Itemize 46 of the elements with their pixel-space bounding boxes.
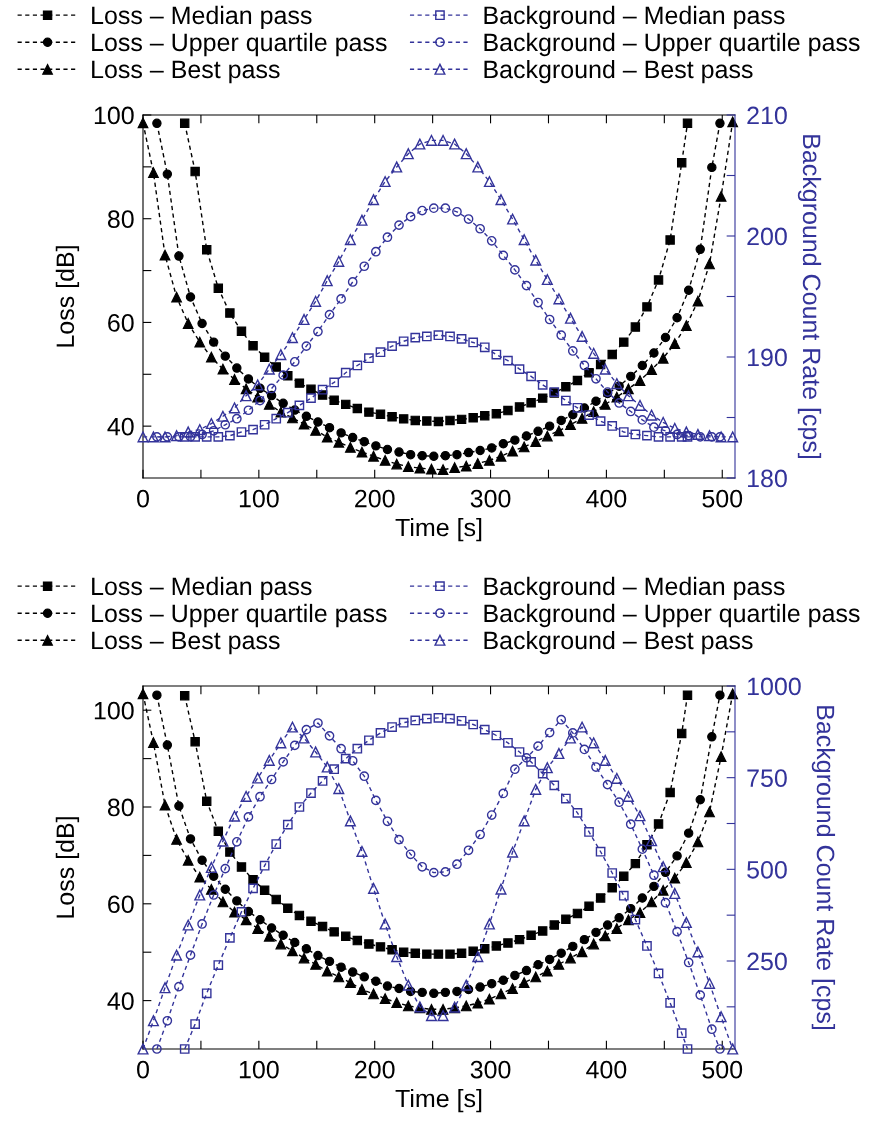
y-tick-label: 100 (94, 106, 134, 125)
legend-label: Background – Median pass (484, 5, 785, 30)
y-axis-title: Loss [dB] (55, 246, 80, 347)
y2-axis-title: Background Count Rate [cps] (797, 135, 822, 459)
y-tick-label: 40 (107, 992, 134, 1010)
legend-label: Loss – Best pass (92, 60, 280, 84)
x-tick-label: 200 (355, 1060, 395, 1079)
y-axis-title: Loss [dB] (55, 817, 80, 918)
y2-tick-label: 250 (747, 952, 787, 971)
y-tick-label: 60 (108, 314, 134, 332)
legend-label: Background – Median pass (484, 576, 785, 601)
legend-label: Loss – Median pass (92, 576, 312, 601)
y-tick-label: 80 (107, 210, 134, 229)
x-tick-label: 300 (470, 1060, 511, 1079)
y2-tick-label: 180 (748, 469, 787, 488)
y2-tick-label: 200 (747, 227, 787, 246)
x-tick-label: 400 (586, 489, 627, 508)
x-tick-label: 400 (586, 1060, 627, 1079)
x-tick-label: 100 (239, 1060, 279, 1079)
legend-label: Loss – Upper quartile pass (92, 32, 387, 57)
legend-label: Background – Upper quartile pass (484, 603, 860, 628)
legend-label: Background – Upper quartile pass (484, 32, 860, 57)
legend-label: Loss – Median pass (92, 5, 312, 30)
y2-tick-label: 750 (747, 769, 787, 787)
x-tick-label: 200 (355, 489, 395, 508)
y2-tick-label: 500 (747, 860, 787, 879)
x-tick-label: 500 (702, 489, 743, 508)
y2-tick-label: 190 (748, 348, 787, 367)
x-tick-label: 500 (702, 1060, 743, 1079)
x-tick-label: 0 (137, 489, 149, 508)
y-tick-label: 80 (107, 798, 134, 817)
y-tick-label: 100 (94, 701, 134, 720)
x-tick-label: 300 (470, 489, 511, 508)
x-tick-label: 0 (137, 1060, 149, 1079)
x-axis-title: Time [s] (395, 517, 482, 542)
x-tick-label: 100 (239, 489, 279, 508)
legend-label: Loss – Best pass (92, 631, 280, 655)
y2-tick-label: 210 (747, 106, 787, 125)
legend-label: Loss – Upper quartile pass (92, 603, 387, 628)
y-tick-label: 60 (108, 895, 134, 914)
legend-label: Background – Best pass (484, 59, 753, 84)
x-axis-title: Time [s] (395, 1088, 482, 1113)
y2-tick-label: 1000 (748, 677, 801, 696)
y-tick-label: 40 (107, 417, 134, 436)
y2-axis-title: Background Count Rate [cps] (811, 706, 836, 1030)
legend-label: Background – Best pass (484, 630, 753, 655)
